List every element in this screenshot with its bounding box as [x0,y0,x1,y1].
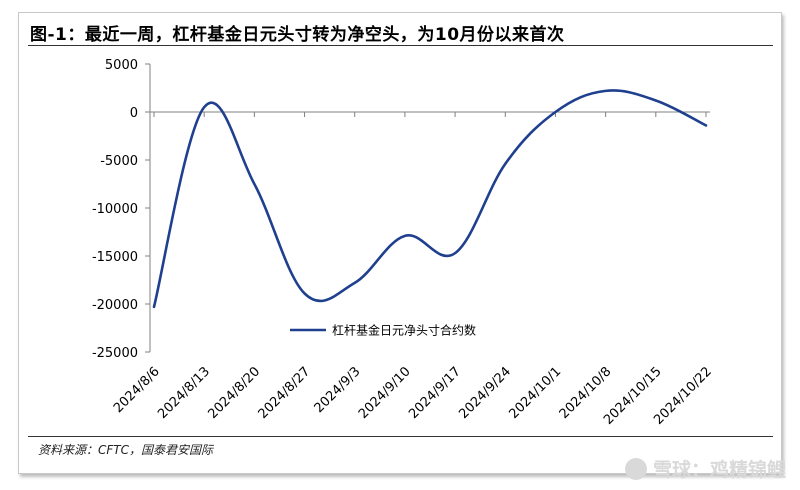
x-tick-label: 2024/8/6 [111,364,163,416]
y-tick-label: 5000 [105,58,138,73]
series-layer [152,89,708,309]
x-tick-label: 2024/9/10 [356,364,414,422]
x-axis: 2024/8/62024/8/132024/8/202024/8/272024/… [111,111,715,428]
title-rule [28,45,773,46]
x-tick-label: 2024/8/27 [256,364,314,422]
series-line [152,89,708,309]
snowball-logo-icon [624,457,647,480]
x-tick-label: 2024/9/24 [456,364,514,422]
x-tick-label: 2024/8/20 [205,364,263,422]
x-tick-label: 2024/10/1 [507,364,565,422]
legend: 杠杆基金日元净头寸合约数 [290,323,476,338]
x-tick-label: 2024/9/3 [312,364,364,416]
y-tick-label: -10000 [92,202,138,217]
y-tick-label: -25000 [92,346,138,361]
y-tick-label: -5000 [100,154,138,169]
y-tick-label: 0 [130,106,138,121]
watermark-text: 雪球：鸡精锦鲤 [652,459,786,481]
y-tick-label: -15000 [92,250,138,265]
source-rule [28,436,773,437]
y-tick-label: -20000 [92,298,138,313]
y-axis: 5000 0 -5000 -10000 -15000 -20000 -25000 [92,58,151,361]
x-tick-label: 2024/8/13 [155,364,213,422]
watermark: 雪球：鸡精锦鲤 [624,455,786,482]
x-tick-label: 2024/9/17 [406,364,464,422]
legend-label: 杠杆基金日元净头寸合约数 [332,323,476,338]
source-note: 资料来源：CFTC，国泰君安国际 [38,443,213,457]
chart-title: 图-1：最近一周，杠杆基金日元头寸转为净空头，为10月份以来首次 [30,25,565,45]
chart-frame [18,12,782,474]
